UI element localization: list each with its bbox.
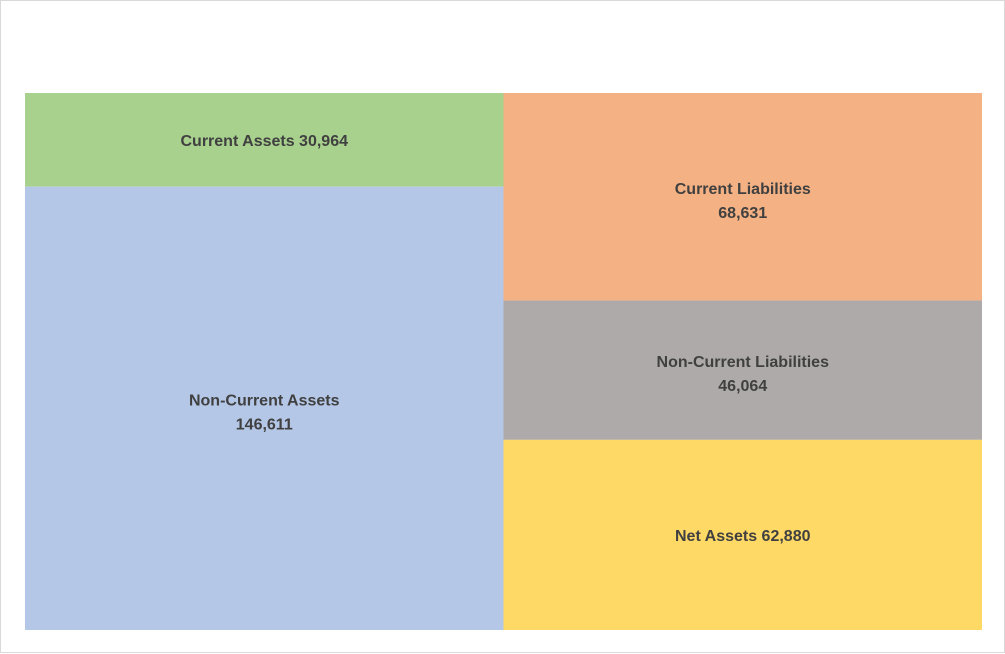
tile-name-non-current-assets: Non-Current Assets [189, 392, 340, 409]
tile-current-assets[interactable] [25, 93, 504, 187]
tile-label-current-liabilities: Current Liabilities 68,631 [675, 181, 811, 222]
tile-name-non-current-liabilities: Non-Current Liabilities [657, 354, 830, 371]
tile-value-current-liabilities: 68,631 [718, 205, 767, 222]
tile-label-non-current-liabilities: Non-Current Liabilities 46,064 [657, 354, 830, 395]
tile-name-current-liabilities: Current Liabilities [675, 181, 811, 198]
tile-current-liabilities[interactable] [503, 93, 983, 301]
tile-label-current-assets: Current Assets 30,964 [181, 133, 349, 150]
tile-label-non-current-assets: Non-Current Assets 146,611 [189, 392, 340, 433]
tile-non-current-assets[interactable] [25, 186, 504, 630]
tile-value-non-current-liabilities: 46,064 [718, 378, 767, 395]
tile-label-net-assets: Net Assets 62,880 [675, 528, 811, 545]
tile-non-current-liabilities[interactable] [503, 300, 983, 440]
tile-value-non-current-assets: 146,611 [236, 416, 293, 433]
tile-net-assets[interactable] [503, 439, 983, 630]
